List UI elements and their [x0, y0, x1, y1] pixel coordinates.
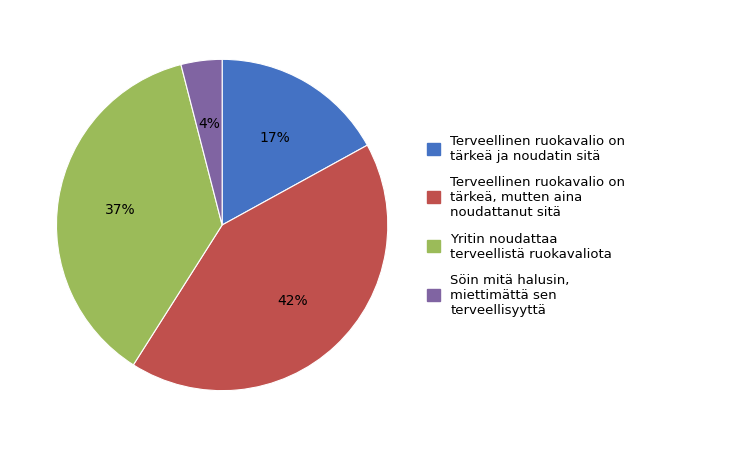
Wedge shape [181, 60, 222, 226]
Text: 42%: 42% [277, 293, 308, 307]
Text: 4%: 4% [198, 117, 220, 131]
Wedge shape [222, 60, 367, 226]
Text: 37%: 37% [105, 202, 136, 216]
Wedge shape [56, 65, 222, 365]
Text: 17%: 17% [259, 130, 290, 144]
Wedge shape [133, 146, 388, 391]
Legend: Terveellinen ruokavalio on
tärkeä ja noudatin sitä, Terveellinen ruokavalio on
t: Terveellinen ruokavalio on tärkeä ja nou… [420, 129, 632, 322]
